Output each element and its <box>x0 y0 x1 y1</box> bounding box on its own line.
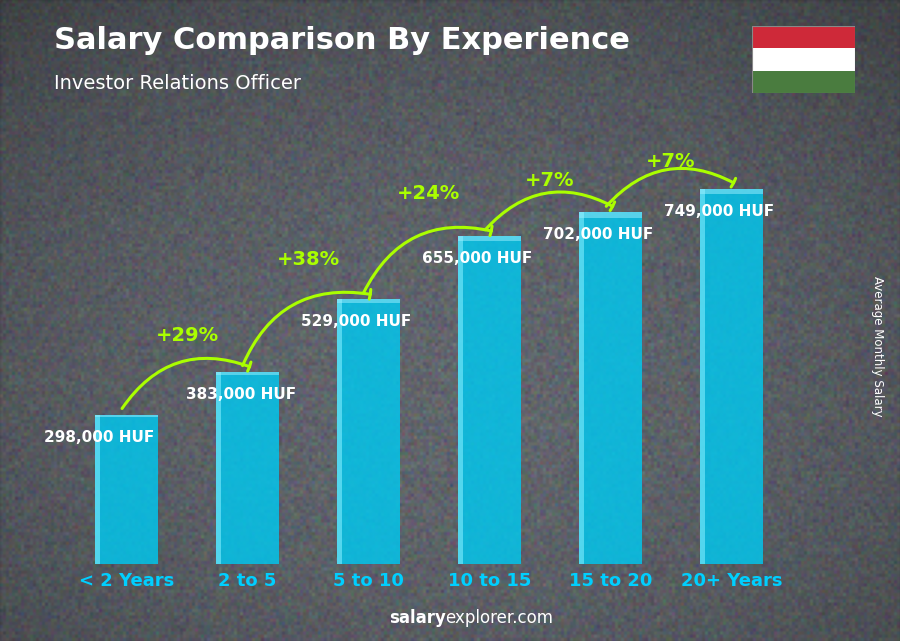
Text: +38%: +38% <box>276 250 339 269</box>
Bar <box>458 236 521 241</box>
FancyBboxPatch shape <box>95 415 158 564</box>
Text: Investor Relations Officer: Investor Relations Officer <box>54 74 301 93</box>
Bar <box>700 189 763 194</box>
FancyBboxPatch shape <box>700 189 763 564</box>
Bar <box>752 71 855 93</box>
Bar <box>95 415 158 417</box>
Text: Average Monthly Salary: Average Monthly Salary <box>871 276 884 417</box>
FancyBboxPatch shape <box>458 236 521 564</box>
Bar <box>752 48 855 71</box>
Bar <box>337 299 342 564</box>
Bar <box>337 299 400 303</box>
FancyBboxPatch shape <box>216 372 279 564</box>
Text: 383,000 HUF: 383,000 HUF <box>186 387 297 402</box>
Text: 749,000 HUF: 749,000 HUF <box>664 204 774 219</box>
Bar <box>579 212 642 218</box>
Bar <box>216 372 221 564</box>
Bar <box>579 212 584 564</box>
Text: 702,000 HUF: 702,000 HUF <box>544 228 653 242</box>
Text: +24%: +24% <box>398 185 461 203</box>
Text: 529,000 HUF: 529,000 HUF <box>302 314 411 329</box>
Bar <box>752 26 855 48</box>
Bar <box>700 189 705 564</box>
FancyBboxPatch shape <box>579 212 642 564</box>
Text: +29%: +29% <box>156 326 219 345</box>
Bar <box>216 372 279 375</box>
Text: explorer.com: explorer.com <box>446 609 554 627</box>
Bar <box>458 236 463 564</box>
Text: +7%: +7% <box>526 171 575 190</box>
Text: +7%: +7% <box>646 153 696 171</box>
FancyBboxPatch shape <box>337 299 400 564</box>
Bar <box>95 415 100 564</box>
Text: Salary Comparison By Experience: Salary Comparison By Experience <box>54 26 630 54</box>
Text: 655,000 HUF: 655,000 HUF <box>422 251 533 266</box>
Text: salary: salary <box>389 609 446 627</box>
Text: 298,000 HUF: 298,000 HUF <box>43 430 154 445</box>
